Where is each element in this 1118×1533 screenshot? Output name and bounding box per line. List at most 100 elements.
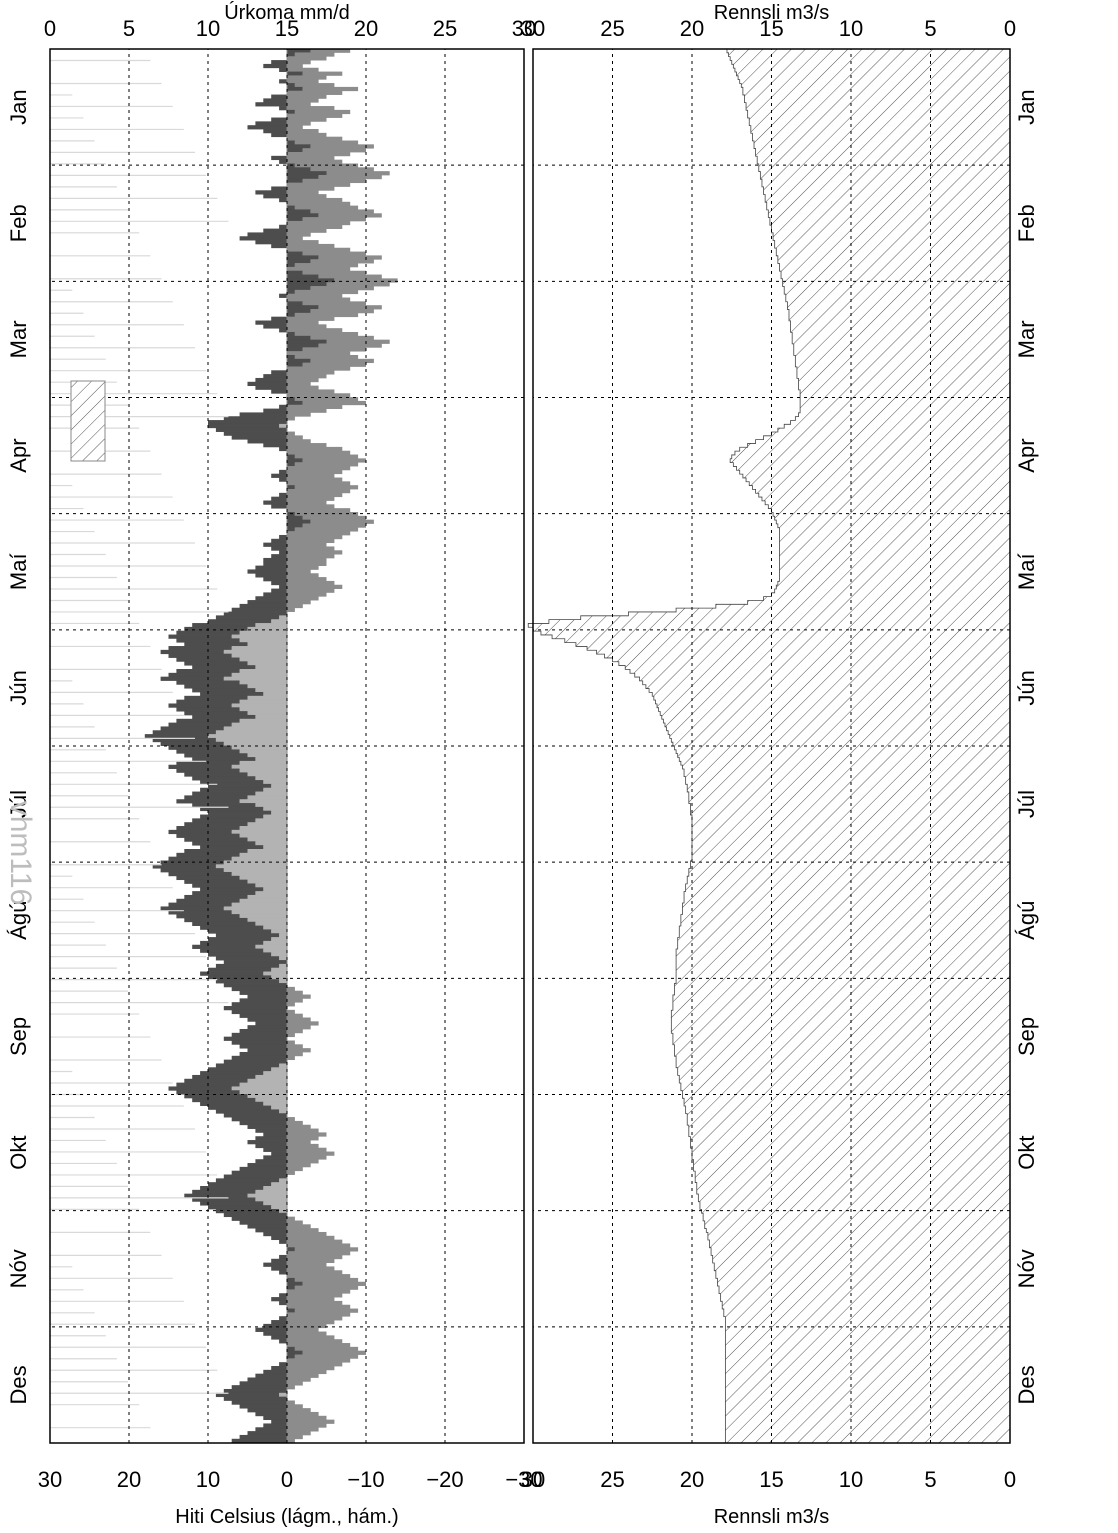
temp-range-bar <box>200 925 264 930</box>
temp-warm-bar <box>231 1086 287 1091</box>
temp-cold-bar <box>287 603 303 609</box>
temp-range-bar <box>287 251 303 256</box>
temp-cold-bar <box>294 331 359 337</box>
temp-cold-bar <box>287 351 351 356</box>
temp-cold-bar <box>287 1366 335 1371</box>
temp-range-bar <box>215 963 280 969</box>
temp-range-bar <box>231 1117 287 1122</box>
temp-range-bar <box>279 106 287 111</box>
temp-warm-bar <box>239 657 287 662</box>
temp-range-bar <box>279 224 287 229</box>
temp-cold-bar <box>318 255 382 260</box>
temp-range-bar <box>168 871 232 877</box>
temp-range-bar <box>200 1201 264 1206</box>
temp-cold-bar <box>287 1431 311 1436</box>
temp-range-bar <box>287 358 311 364</box>
temp-range-bar <box>239 990 287 995</box>
temp-warm-bar <box>223 906 287 911</box>
temp-cold-bar <box>287 1304 351 1309</box>
temp-warm-bar <box>239 638 287 643</box>
temp-range-bar <box>287 144 311 149</box>
upper-frame <box>49 48 525 1444</box>
temp-warm-bar <box>271 967 287 972</box>
temp-warm-bar <box>208 734 287 739</box>
temp-range-bar <box>287 167 311 172</box>
temp-range-bar <box>271 1320 287 1325</box>
temp-range-bar <box>271 580 287 586</box>
temp-range-bar <box>239 1013 287 1018</box>
temp-range-bar <box>271 155 287 161</box>
temp-range-bar <box>152 730 216 735</box>
temp-range-bar <box>271 504 287 509</box>
temp-cold-bar <box>287 1419 335 1424</box>
temp-cold-bar <box>287 1300 343 1306</box>
temp-range-bar <box>192 1097 256 1103</box>
temp-cold-bar <box>287 247 351 252</box>
temp-cold-bar <box>287 324 327 329</box>
temp-cold-bar <box>287 194 327 199</box>
temp-cold-bar <box>287 79 319 84</box>
temp-warm-bar <box>263 925 287 930</box>
temp-range-bar <box>263 194 287 199</box>
temp-range-bar <box>287 485 295 490</box>
temp-range-bar <box>287 171 327 176</box>
temp-warm-bar <box>279 1109 287 1114</box>
temp-cold-bar <box>287 320 319 325</box>
temp-range-bar <box>255 1411 287 1417</box>
temp-cold-bar <box>287 1028 303 1034</box>
temp-cold-bar <box>287 592 327 597</box>
temp-warm-bar <box>271 975 287 980</box>
temp-range-bar <box>184 753 248 758</box>
discharge-tick-label: 10 <box>839 16 863 41</box>
temp-range-bar <box>184 661 248 666</box>
temp-warm-bar <box>247 837 287 842</box>
temp-range-bar <box>271 1335 287 1340</box>
temp-range-bar <box>287 454 295 459</box>
temp-warm-bar <box>239 699 287 704</box>
temp-range-bar <box>215 615 280 620</box>
temp-cold-bar <box>302 217 366 222</box>
temp-cold-bar <box>287 1427 319 1432</box>
temp-range-bar <box>271 546 287 551</box>
temp-cold-bar <box>326 171 390 176</box>
temp-tick-label: 30 <box>38 1467 62 1492</box>
temp-range-bar <box>247 1377 287 1382</box>
temp-cold-bar <box>287 508 351 513</box>
temp-range-bar <box>168 764 232 769</box>
temp-range-bar <box>239 1434 287 1440</box>
temp-cold-bar <box>310 358 374 364</box>
temp-warm-bar <box>263 1101 287 1106</box>
temp-range-bar <box>192 714 256 720</box>
temp-range-bar <box>200 814 264 819</box>
temp-cold-bar <box>287 121 311 126</box>
temp-cold-bar <box>287 994 311 999</box>
temp-cold-bar <box>287 1032 295 1038</box>
temp-cold-bar <box>287 1224 311 1229</box>
temp-cold-bar <box>287 1362 343 1367</box>
temp-range-bar <box>279 79 287 84</box>
temp-range-bar <box>287 209 311 214</box>
temp-range-bar <box>200 948 264 953</box>
temp-range-bar <box>239 1044 287 1049</box>
temp-range-bar <box>160 906 224 911</box>
temp-range-bar <box>271 60 287 65</box>
temp-warm-bar <box>231 646 287 651</box>
temp-cold-bar <box>302 515 366 521</box>
temp-tick-label: 10 <box>196 1467 220 1492</box>
temp-range-bar <box>184 917 248 923</box>
temp-cold-bar <box>287 408 327 413</box>
temp-cold-bar <box>287 588 335 593</box>
temp-range-bar <box>263 500 287 505</box>
temp-cold-bar <box>287 1381 303 1386</box>
temp-range-bar <box>223 1212 287 1218</box>
temp-cold-bar <box>287 389 335 394</box>
temp-range-bar <box>263 1155 287 1160</box>
temp-warm-bar <box>239 833 287 838</box>
temp-range-bar <box>192 818 256 823</box>
temp-cold-bar <box>287 534 343 540</box>
temp-warm-bar <box>255 891 287 896</box>
temp-range-bar <box>263 1415 287 1421</box>
temp-range-bar <box>215 1109 280 1114</box>
temp-warm-bar <box>263 1071 287 1076</box>
temp-range-bar <box>263 561 287 567</box>
